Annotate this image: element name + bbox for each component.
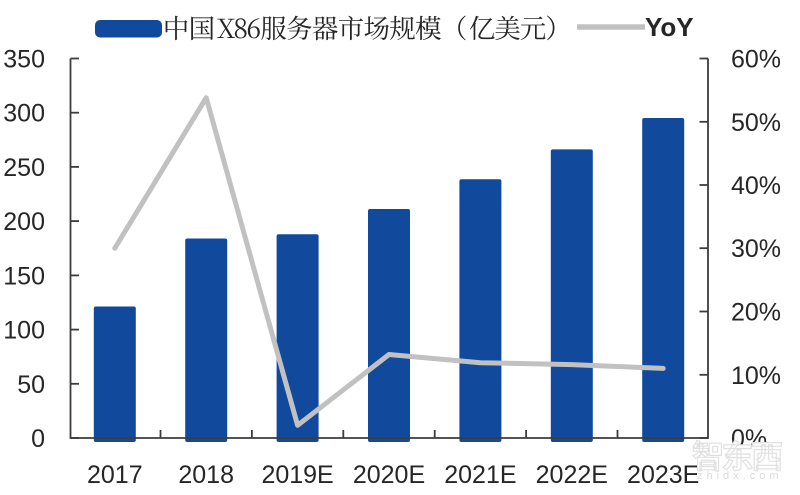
svg-text:50%: 50% [731,109,781,137]
svg-text:2019E: 2019E [261,461,333,489]
svg-text:YoY: YoY [645,12,694,42]
svg-text:50: 50 [17,371,45,399]
svg-text:0: 0 [31,425,45,453]
svg-text:40%: 40% [731,172,781,200]
svg-text:250: 250 [3,154,45,182]
svg-text:20%: 20% [731,299,781,327]
svg-text:150: 150 [3,262,45,290]
svg-text:2023E: 2023E [627,461,699,489]
svg-text:2020E: 2020E [353,461,425,489]
svg-text:300: 300 [3,100,45,128]
svg-text:2022E: 2022E [536,461,608,489]
svg-text:350: 350 [3,46,45,74]
svg-text:2021E: 2021E [444,461,516,489]
svg-text:200: 200 [3,208,45,236]
svg-text:60%: 60% [731,46,781,74]
svg-text:zhidx.com: zhidx.com [697,470,783,482]
svg-text:2018: 2018 [178,461,234,489]
svg-text:100: 100 [3,317,45,345]
svg-text:10%: 10% [731,362,781,390]
svg-text:30%: 30% [731,235,781,263]
svg-text:2017: 2017 [87,461,143,489]
